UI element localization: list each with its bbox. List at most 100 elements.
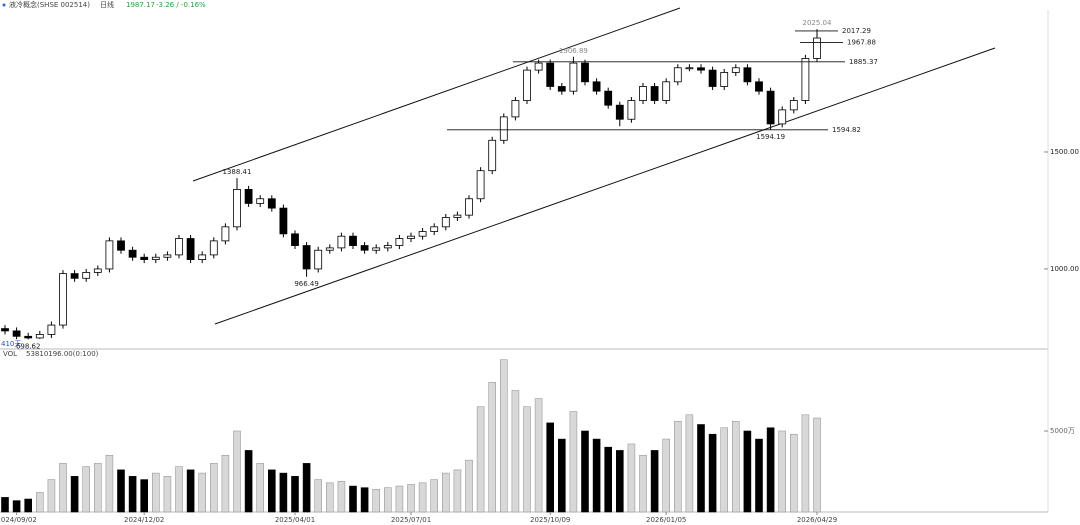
candle-body [407, 235, 415, 239]
candle-body [163, 254, 172, 258]
candle-body [546, 62, 555, 87]
candle-body [302, 245, 311, 270]
extreme-label: 1388.41 [223, 168, 252, 176]
candle-body [766, 90, 775, 125]
volume-bar [627, 443, 636, 513]
volume-bar [233, 430, 241, 513]
volume-value: 53810196.00(0:100) [26, 350, 99, 358]
candle-body [662, 81, 671, 101]
candle-body [615, 104, 624, 120]
channel-upper [192, 7, 681, 182]
candle-body [291, 233, 299, 246]
candle-body [395, 238, 404, 246]
volume-bar [557, 438, 566, 513]
extreme-label: 1906.89 [559, 47, 588, 55]
volume-bar [256, 463, 265, 513]
volume-bar [685, 414, 694, 513]
y-tick-label: 1000.00 [1050, 265, 1079, 273]
candle-body [1, 328, 9, 332]
candle-body [93, 268, 102, 273]
volume-bar [372, 489, 381, 513]
candle-body [337, 235, 346, 249]
candle-body [105, 240, 114, 270]
volume-bar [128, 476, 137, 513]
candle-body [789, 100, 798, 111]
volume-bar [117, 469, 125, 513]
candle-body [221, 226, 230, 242]
volume-bar [152, 472, 160, 513]
candle-body [523, 69, 531, 101]
volume-bar [407, 484, 415, 513]
candle-body [35, 334, 44, 339]
candle-body [140, 256, 149, 260]
candle-body [314, 249, 323, 270]
volume-bar [801, 414, 810, 513]
level-label: 1594.82 [832, 126, 861, 134]
x-tick-label: 2025/07/01 [391, 516, 431, 524]
candle-body [534, 62, 543, 71]
candle-body [813, 37, 821, 59]
candle-body [383, 245, 392, 249]
volume-bar [210, 463, 218, 513]
candle-body [198, 254, 207, 260]
candle-body [82, 272, 91, 279]
volume-bar [441, 472, 450, 513]
candle-body [465, 198, 473, 216]
candle-body [743, 67, 752, 83]
candle-body [430, 226, 439, 232]
volume-bar [476, 406, 485, 513]
candle-body [47, 324, 56, 335]
x-tick-label: 2026/04/29 [797, 516, 837, 524]
candle-body [70, 273, 79, 279]
volume-bar [615, 450, 624, 513]
volume-bar [12, 500, 21, 513]
volume-bar [743, 430, 752, 513]
volume-bar [395, 485, 404, 513]
candle-body [569, 62, 578, 92]
candle-body [731, 67, 740, 73]
volume-bar [592, 438, 601, 513]
volume-bar [465, 459, 473, 513]
volume-bar [1, 497, 9, 513]
volume-bar [523, 406, 531, 513]
candle-body [175, 238, 183, 256]
candle-body [256, 198, 265, 204]
volume-bar [105, 454, 114, 513]
volume-bar [244, 450, 253, 513]
x-tick-label: 2025/04/01 [275, 516, 315, 524]
volume-bar [198, 472, 206, 513]
volume-bar [267, 469, 276, 513]
x-tick-label: 2026/01/05 [646, 516, 686, 524]
candle-body [627, 100, 636, 120]
volume-bar [221, 454, 230, 513]
volume-bar [708, 433, 717, 513]
candle-body [128, 249, 137, 258]
candle-body [349, 235, 357, 246]
volume-bar [94, 463, 102, 513]
volume-bar [499, 359, 508, 513]
extreme-label: 698.62 [16, 342, 41, 350]
level-label: 1885.37 [849, 58, 878, 66]
volume-bar [697, 424, 705, 513]
volume-bar [70, 476, 79, 513]
volume-bar [673, 420, 682, 513]
volume-bar [47, 479, 56, 513]
status-dot [2, 3, 6, 7]
volume-bar [581, 430, 589, 513]
candle-body [12, 330, 21, 337]
x-tick-label: 2024/12/02 [124, 516, 164, 524]
candle-body [755, 81, 763, 92]
candle-body [244, 189, 253, 204]
volume-bar [534, 398, 543, 513]
volume-bar [349, 485, 357, 513]
candle-body [418, 231, 427, 237]
volume-bar [755, 438, 763, 513]
candle-body [233, 189, 241, 228]
channel-lower [214, 47, 996, 325]
extreme-label: 1594.19 [756, 133, 785, 141]
volume-bar [59, 463, 67, 513]
volume-bar [546, 422, 555, 513]
volume-bar [430, 479, 439, 513]
volume-bar [291, 476, 299, 513]
candle-body [441, 217, 450, 228]
